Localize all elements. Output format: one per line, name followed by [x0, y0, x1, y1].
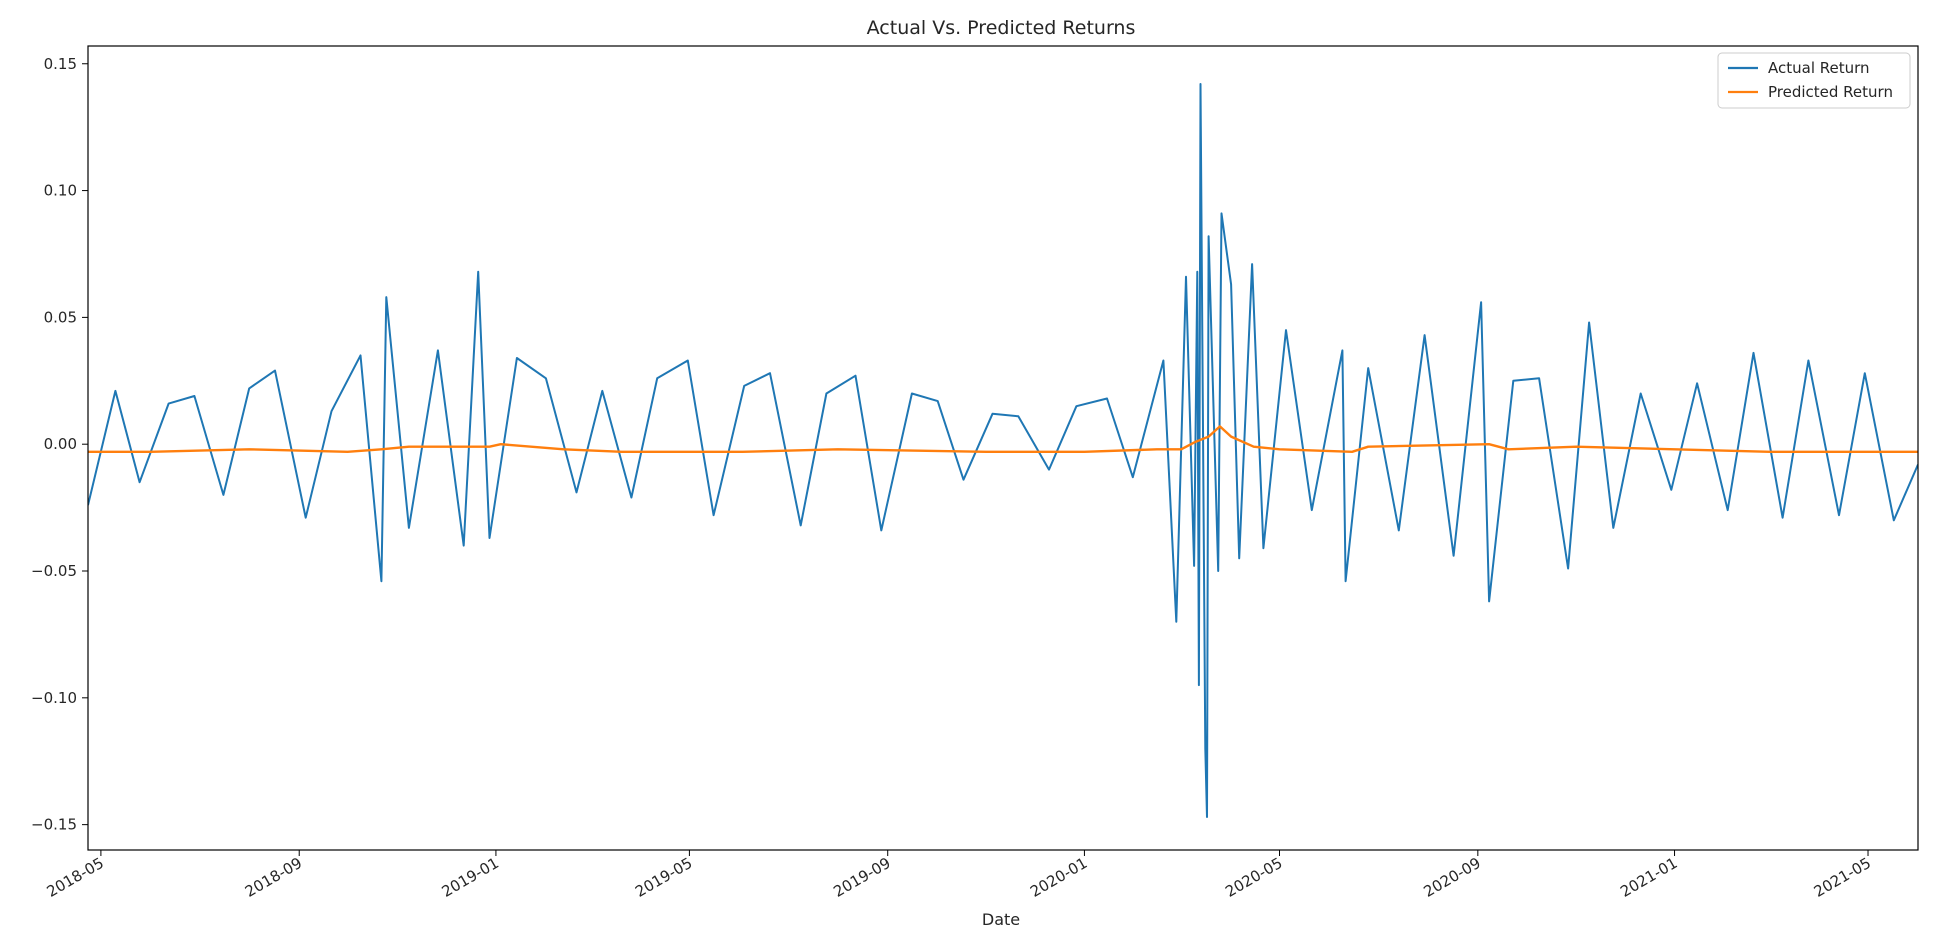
- x-tick-label: 2021-01: [1617, 854, 1680, 901]
- series-line-actual-return: [88, 83, 1918, 818]
- x-tick-label: 2020-01: [1027, 854, 1090, 901]
- legend: Actual Return Predicted Return: [1717, 52, 1911, 109]
- series-line-predicted-return: [88, 425, 1918, 453]
- y-tick-label: −0.05: [31, 562, 77, 580]
- legend-label-actual-return: Actual Return: [1768, 59, 1870, 77]
- x-axis: 2018-05 2018-09 2019-01 2019-05 2019-09 2020-…: [44, 850, 1874, 901]
- y-tick-label: 0.05: [44, 308, 77, 326]
- x-tick-label: 2019-09: [830, 854, 893, 901]
- x-tick-label: 2018-05: [44, 854, 107, 901]
- legend-box: [1717, 52, 1911, 109]
- y-tick-label: −0.15: [31, 816, 77, 834]
- chart-title: Actual Vs. Predicted Returns: [867, 17, 1136, 39]
- x-axis-label: Date: [982, 910, 1020, 929]
- x-tick-label: 2020-05: [1222, 854, 1285, 901]
- y-tick-label: −0.10: [31, 689, 77, 707]
- plot-frame: [87, 45, 1919, 851]
- y-axis: 0.15 0.10 0.05 0.00 −0.05 −0.10 −0.15: [31, 55, 88, 834]
- y-tick-label: 0.00: [44, 435, 77, 453]
- y-tick-label: 0.10: [44, 182, 77, 200]
- legend-label-predicted-return: Predicted Return: [1768, 83, 1893, 101]
- x-tick-label: 2021-05: [1811, 854, 1874, 901]
- x-tick-label: 2020-09: [1421, 854, 1484, 901]
- x-tick-label: 2019-01: [439, 854, 502, 901]
- y-tick-label: 0.15: [44, 55, 77, 73]
- plot-area: [87, 45, 1919, 851]
- x-tick-label: 2019-05: [632, 854, 695, 901]
- series-layer: [88, 83, 1918, 818]
- x-tick-label: 2018-09: [242, 854, 305, 901]
